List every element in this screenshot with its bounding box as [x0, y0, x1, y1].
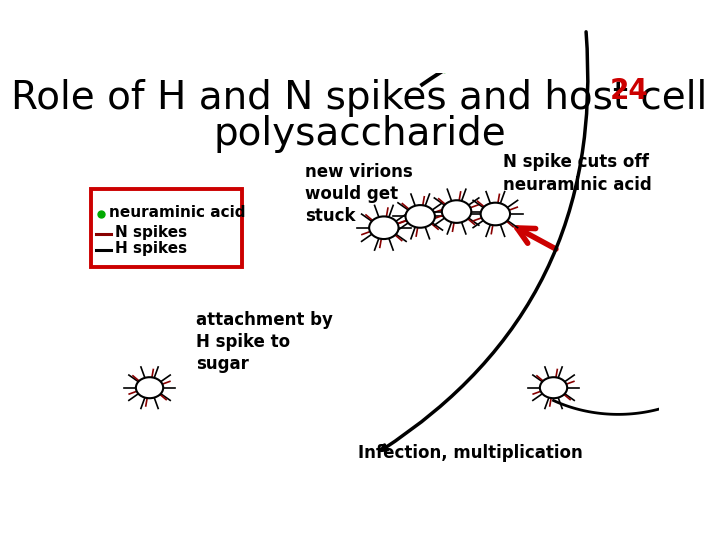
Text: N spikes: N spikes	[114, 225, 187, 240]
Text: 24: 24	[610, 77, 649, 105]
Text: Infection, multiplication: Infection, multiplication	[358, 444, 582, 462]
Ellipse shape	[136, 377, 163, 398]
Ellipse shape	[442, 200, 472, 223]
FancyBboxPatch shape	[91, 189, 242, 267]
Ellipse shape	[369, 217, 399, 239]
Text: N spike cuts off
neuraminic acid: N spike cuts off neuraminic acid	[503, 153, 652, 194]
Text: attachment by
H spike to
sugar: attachment by H spike to sugar	[197, 311, 333, 373]
Text: neuraminic acid: neuraminic acid	[109, 205, 246, 220]
Text: new virions
would get
stuck: new virions would get stuck	[305, 163, 413, 226]
Ellipse shape	[540, 377, 567, 398]
Text: polysaccharide: polysaccharide	[213, 114, 506, 153]
Ellipse shape	[481, 202, 510, 225]
Ellipse shape	[560, 0, 588, 11]
Text: H spikes: H spikes	[114, 241, 187, 256]
Ellipse shape	[405, 205, 435, 228]
Text: Role of H and N spikes and host cell: Role of H and N spikes and host cell	[12, 79, 708, 117]
